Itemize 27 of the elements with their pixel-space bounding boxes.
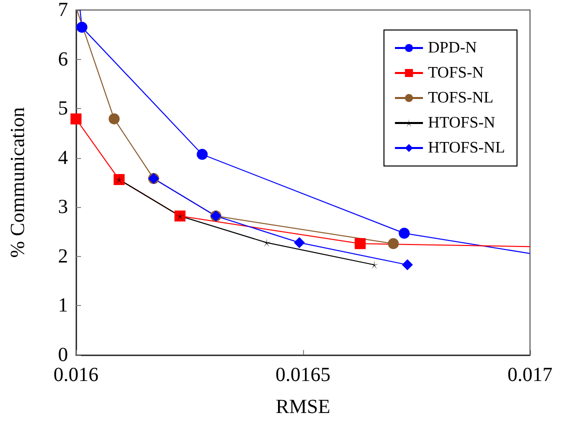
legend-label: TOFS-NL <box>428 90 494 106</box>
point <box>402 259 413 270</box>
y-tick-label: 5 <box>58 98 68 120</box>
x-tick-label: 0.017 <box>508 364 552 386</box>
y-tick-label: 4 <box>58 146 68 169</box>
point <box>196 148 208 160</box>
y-tick-label: 0 <box>58 344 68 366</box>
y-tick-label: 1 <box>58 294 68 317</box>
legend-label: DPD-N <box>428 40 478 56</box>
legend-label: TOFS-N <box>428 64 484 82</box>
legend-label: HTOFS-N <box>428 114 496 132</box>
x-tick-label: 0.016 <box>54 364 98 386</box>
y-tick-label: 6 <box>58 48 68 70</box>
point <box>70 113 82 124</box>
point <box>354 238 366 250</box>
x-axis-title: RMSE <box>276 396 330 418</box>
legend-label: HTOFS-NL <box>428 140 505 156</box>
y-tick-label: 2 <box>58 245 68 268</box>
point <box>294 237 305 248</box>
point <box>108 113 120 124</box>
y-axis-title: % Communication <box>7 107 29 258</box>
y-tick-label: 3 <box>58 196 68 218</box>
point <box>398 228 410 239</box>
y-tick-label: 7 <box>58 0 68 21</box>
x-tick-label: 0.0165 <box>276 364 330 386</box>
point <box>76 22 88 33</box>
point <box>388 238 399 250</box>
